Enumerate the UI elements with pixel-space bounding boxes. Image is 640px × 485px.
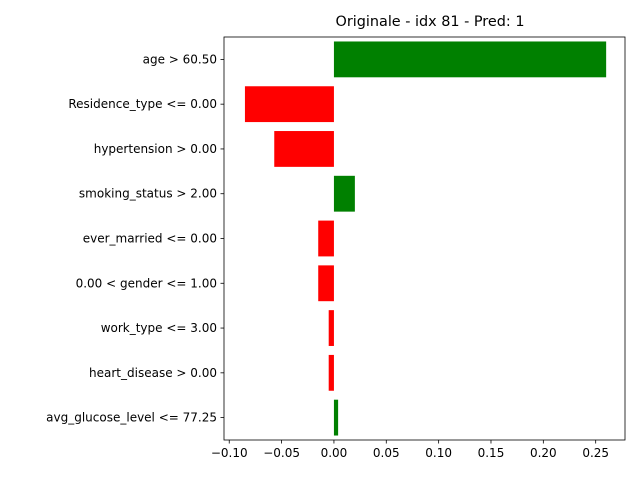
chart-title: Originale - idx 81 - Pred: 1 [336,14,525,30]
x-tick-label: 0.10 [425,446,452,460]
x-tick-label: 0.00 [321,446,348,460]
x-tick-label: 0.15 [478,446,505,460]
y-tick-label: heart_disease > 0.00 [89,366,217,380]
x-tick-label: 0.05 [373,446,400,460]
y-tick-label: ever_married <= 0.00 [83,232,217,246]
x-tick-label: −0.10 [211,446,248,460]
y-tick-label: smoking_status > 2.00 [79,187,217,201]
bar [244,86,334,123]
y-tick-label: Residence_type <= 0.00 [68,97,217,111]
bar [318,220,334,257]
y-tick-label: 0.00 < gender <= 1.00 [76,276,217,290]
plot-frame [223,36,626,441]
bar [328,310,334,346]
y-axis-ticks: age > 60.50 Residence_type <= 0.00 hyperte… [46,52,224,425]
x-axis-ticks: −0.10 −0.05 0.00 0.05 0.10 0.15 0.20 0.25 [211,440,609,460]
x-tick-label: 0.25 [582,446,609,460]
x-tick-label: −0.05 [263,446,300,460]
x-tick-label: 0.20 [530,446,557,460]
y-tick-label: work_type <= 3.00 [101,321,217,335]
bar [333,41,607,78]
bar [318,265,334,302]
bars-group [244,41,607,436]
y-tick-label: avg_glucose_level <= 77.25 [46,411,217,425]
bar [333,175,355,212]
y-tick-label: hypertension > 0.00 [94,142,217,156]
bar [328,354,334,391]
y-tick-label: age > 60.50 [143,52,217,66]
bar [274,131,334,167]
bar [333,399,339,436]
